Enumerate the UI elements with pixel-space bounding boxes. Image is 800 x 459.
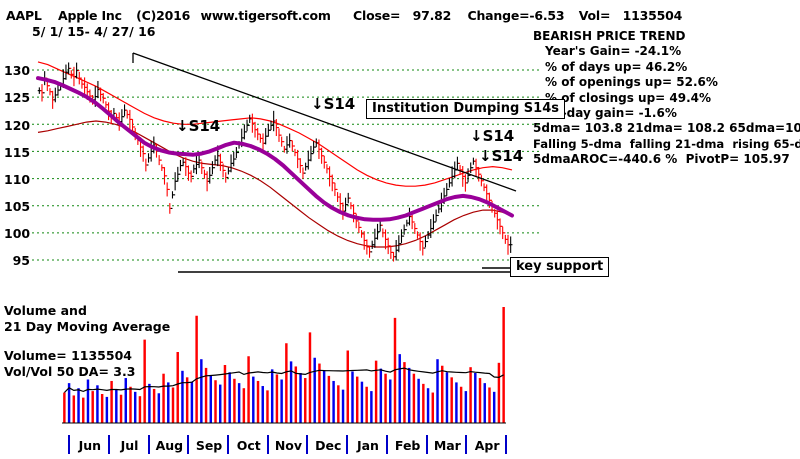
month-separator xyxy=(346,435,349,454)
month-label-sep: Sep xyxy=(195,438,223,453)
y-axis-label-125: 125 xyxy=(4,90,31,105)
company-label: Apple Inc xyxy=(58,8,122,23)
stat-ma-values: 5dma= 103.8 21dma= 108.2 65dma=102.3 xyxy=(533,121,800,136)
s14-mark-3: ↓S14 xyxy=(470,127,515,145)
stat-aroc-pivot: 5dmaAROC=-440.6 % PivotP= 105.97 xyxy=(533,152,790,167)
stat-openings-up: % of openings up= 52.6% xyxy=(545,75,718,90)
volume-bars xyxy=(62,307,506,424)
month-separator xyxy=(107,435,110,454)
month-separator xyxy=(505,435,507,454)
volume-value: 1135504 xyxy=(622,8,683,23)
month-label-apr: Apr xyxy=(474,438,500,453)
stat-closings-up: % of closings up= 49.4% xyxy=(545,90,712,105)
y-axis-label-95: 95 xyxy=(12,253,30,268)
month-label-aug: Aug xyxy=(155,438,184,453)
trend-and-support-lines xyxy=(132,52,517,273)
stat-days-up: % of days up= 46.2% xyxy=(545,59,688,74)
s14-mark-1: ↓S14 xyxy=(176,117,221,135)
month-label-dec: Dec xyxy=(315,438,342,453)
month-label-feb: Feb xyxy=(394,438,421,453)
volume-moving-average xyxy=(63,367,504,393)
volume-chart-canvas xyxy=(62,307,506,424)
s14-mark-2: ↓S14 xyxy=(311,95,356,113)
volume-label: Vol= xyxy=(578,8,611,23)
volume-title-line1: Volume and xyxy=(4,303,87,318)
date-range-label: 5/ 1/ 15- 4/ 27/ 16 xyxy=(32,24,156,39)
institution-dumping-callout[interactable]: Institution Dumping S14s xyxy=(366,99,565,119)
price-bands xyxy=(37,61,513,248)
price-chart-canvas xyxy=(32,52,540,273)
website-link[interactable]: www.tigersoft.com xyxy=(200,8,331,23)
stat-65day-gain: 65-day gain= -1.6% xyxy=(545,106,677,121)
close-value: 97.82 xyxy=(412,8,452,23)
close-label: Close= xyxy=(353,8,401,23)
y-axis-label-115: 115 xyxy=(4,145,31,160)
copyright-label: (C)2016 xyxy=(136,8,191,23)
symbol-label: AAPL xyxy=(6,8,42,23)
month-label-jan: Jan xyxy=(356,438,379,453)
volume-title-line2: 21 Day Moving Average xyxy=(4,319,171,334)
y-axis-label-110: 110 xyxy=(4,172,31,187)
month-separator xyxy=(465,435,468,454)
month-label-jun: Jun xyxy=(78,438,102,453)
volume-ratio-label: Vol/Vol 50 DA= 3.3 xyxy=(4,364,136,379)
y-axis-label-105: 105 xyxy=(4,199,31,214)
stat-years-gain: Year's Gain= -24.1% xyxy=(545,44,682,59)
header-line: AAPL Apple Inc (C)2016 www.tigersoft.com… xyxy=(6,8,682,23)
price-bars xyxy=(37,62,513,262)
month-separator xyxy=(266,435,269,454)
stats-panel: BEARISH PRICE TREND Year's Gain= -24.1% … xyxy=(533,29,800,168)
change-label: Change= xyxy=(467,8,530,23)
volume-value-label: Volume= 1135504 xyxy=(4,348,132,363)
month-separator xyxy=(68,435,70,454)
trend-title: BEARISH PRICE TREND xyxy=(533,29,686,43)
key-support-callout[interactable]: key support xyxy=(510,257,610,277)
s14-mark-4: ↓S14 xyxy=(479,147,524,165)
month-separator xyxy=(425,435,428,454)
month-axis: Jun Jul Aug Sep Oct Nov Dec Jan Feb Mar Apr xyxy=(0,432,800,459)
month-label-nov: Nov xyxy=(274,438,303,453)
month-label-oct: Oct xyxy=(236,438,261,453)
stat-ma-direction: Falling 5-dma falling 21-dma rising 65-d… xyxy=(533,136,800,151)
y-axis-label-100: 100 xyxy=(4,226,31,241)
y-axis-label-120: 120 xyxy=(4,118,31,133)
month-separator xyxy=(226,435,229,454)
month-label-mar: Mar xyxy=(433,438,461,453)
month-separator xyxy=(187,435,190,454)
month-separator xyxy=(147,435,150,454)
moving-average-line xyxy=(36,76,514,222)
month-label-jul: Jul xyxy=(120,438,139,453)
y-axis-label-130: 130 xyxy=(4,63,31,78)
change-value: -6.53 xyxy=(529,8,565,23)
month-separator xyxy=(306,435,309,454)
month-separator xyxy=(385,435,388,454)
